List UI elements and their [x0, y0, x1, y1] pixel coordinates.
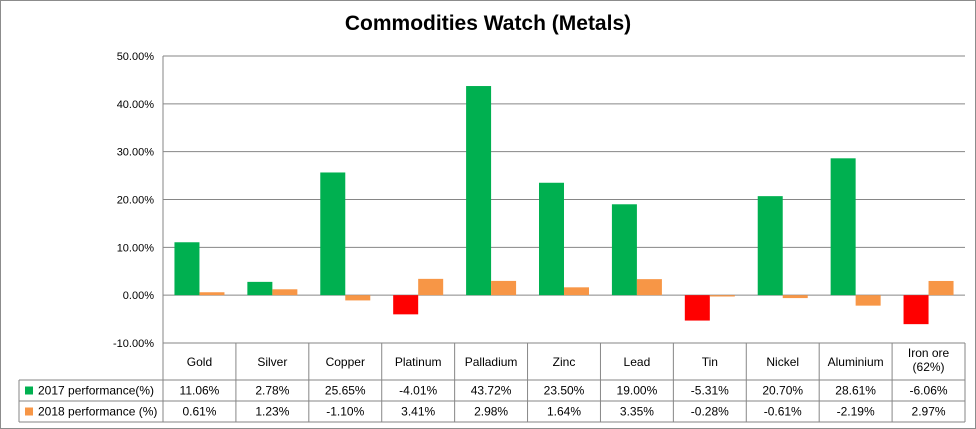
bar-2018 — [345, 295, 371, 301]
bar-2017 — [903, 295, 929, 325]
category-label: Tin — [702, 355, 718, 369]
category-label: Palladium — [465, 355, 518, 369]
data-table-value: 1.64% — [547, 405, 581, 419]
data-table-value: -0.61% — [764, 405, 802, 419]
bar-2018 — [418, 278, 444, 296]
data-table-value: -2.19% — [837, 405, 875, 419]
legend-label-2018: 2018 performance (%) — [38, 405, 157, 419]
data-table-value: 25.65% — [325, 384, 366, 398]
bar-2017 — [466, 86, 492, 296]
bar-2017 — [611, 204, 637, 296]
bar-2018 — [928, 280, 954, 296]
bar-2018 — [199, 292, 225, 296]
data-table-value: 43.72% — [471, 384, 512, 398]
bar-2017 — [757, 196, 783, 296]
bar-2018 — [855, 295, 881, 306]
bar-2018 — [272, 289, 298, 296]
y-tick-label: 30.00% — [117, 147, 155, 159]
data-table-value: 2.98% — [474, 405, 508, 419]
data-table-value: 2.78% — [255, 384, 289, 398]
data-table-value: 3.35% — [620, 405, 654, 419]
category-label: Iron ore — [908, 346, 950, 360]
y-tick-label: 10.00% — [117, 242, 155, 254]
data-table-value: -0.28% — [691, 405, 729, 419]
y-tick-label: 40.00% — [117, 99, 155, 111]
bar-2018 — [709, 295, 735, 297]
bar-2018 — [636, 279, 662, 296]
data-table-value: 19.00% — [617, 384, 658, 398]
data-table-value: 1.23% — [255, 405, 289, 419]
bar-2017 — [684, 295, 710, 321]
category-label: Zinc — [553, 355, 576, 369]
bar-2017 — [174, 242, 200, 296]
bar-2017 — [247, 281, 273, 296]
data-table-value: 20.70% — [762, 384, 803, 398]
bar-2018 — [491, 280, 517, 296]
y-tick-label: 50.00% — [117, 51, 155, 63]
data-table-value: 28.61% — [835, 384, 876, 398]
data-table-value: -6.06% — [910, 384, 948, 398]
data-table-value: 3.41% — [401, 405, 435, 419]
chart-title: Commodities Watch (Metals) — [344, 12, 632, 35]
bar-2017 — [393, 295, 419, 315]
category-label: Silver — [257, 355, 287, 369]
data-table-value: 23.50% — [544, 384, 585, 398]
category-label: Aluminium — [828, 355, 884, 369]
category-label: Nickel — [766, 355, 799, 369]
bar-2017 — [539, 182, 564, 296]
data-table-value: 2.97% — [912, 405, 946, 419]
data-table-value: -1.10% — [326, 405, 364, 419]
legend-key-2018 — [25, 407, 33, 416]
bar-2017 — [830, 158, 856, 296]
category-label: Platinum — [395, 355, 442, 369]
bar-2017 — [320, 172, 346, 296]
category-label: Lead — [624, 355, 651, 369]
data-table-value: -4.01% — [399, 384, 437, 398]
bar-2018 — [782, 295, 808, 299]
data-table-value: 0.61% — [182, 405, 216, 419]
legend-label-2017: 2017 performance(%) — [38, 384, 154, 398]
legend-key-2017 — [25, 386, 33, 395]
category-label: Gold — [187, 355, 212, 369]
category-label: (62%) — [913, 360, 945, 374]
y-tick-label: -10.00% — [113, 338, 154, 350]
y-tick-label: 0.00% — [123, 290, 154, 302]
category-label: Copper — [326, 355, 365, 369]
bar-2018 — [564, 287, 589, 296]
data-table-value: 11.06% — [180, 384, 220, 398]
y-tick-label: 20.00% — [117, 195, 155, 207]
data-table-value: -5.31% — [691, 384, 729, 398]
